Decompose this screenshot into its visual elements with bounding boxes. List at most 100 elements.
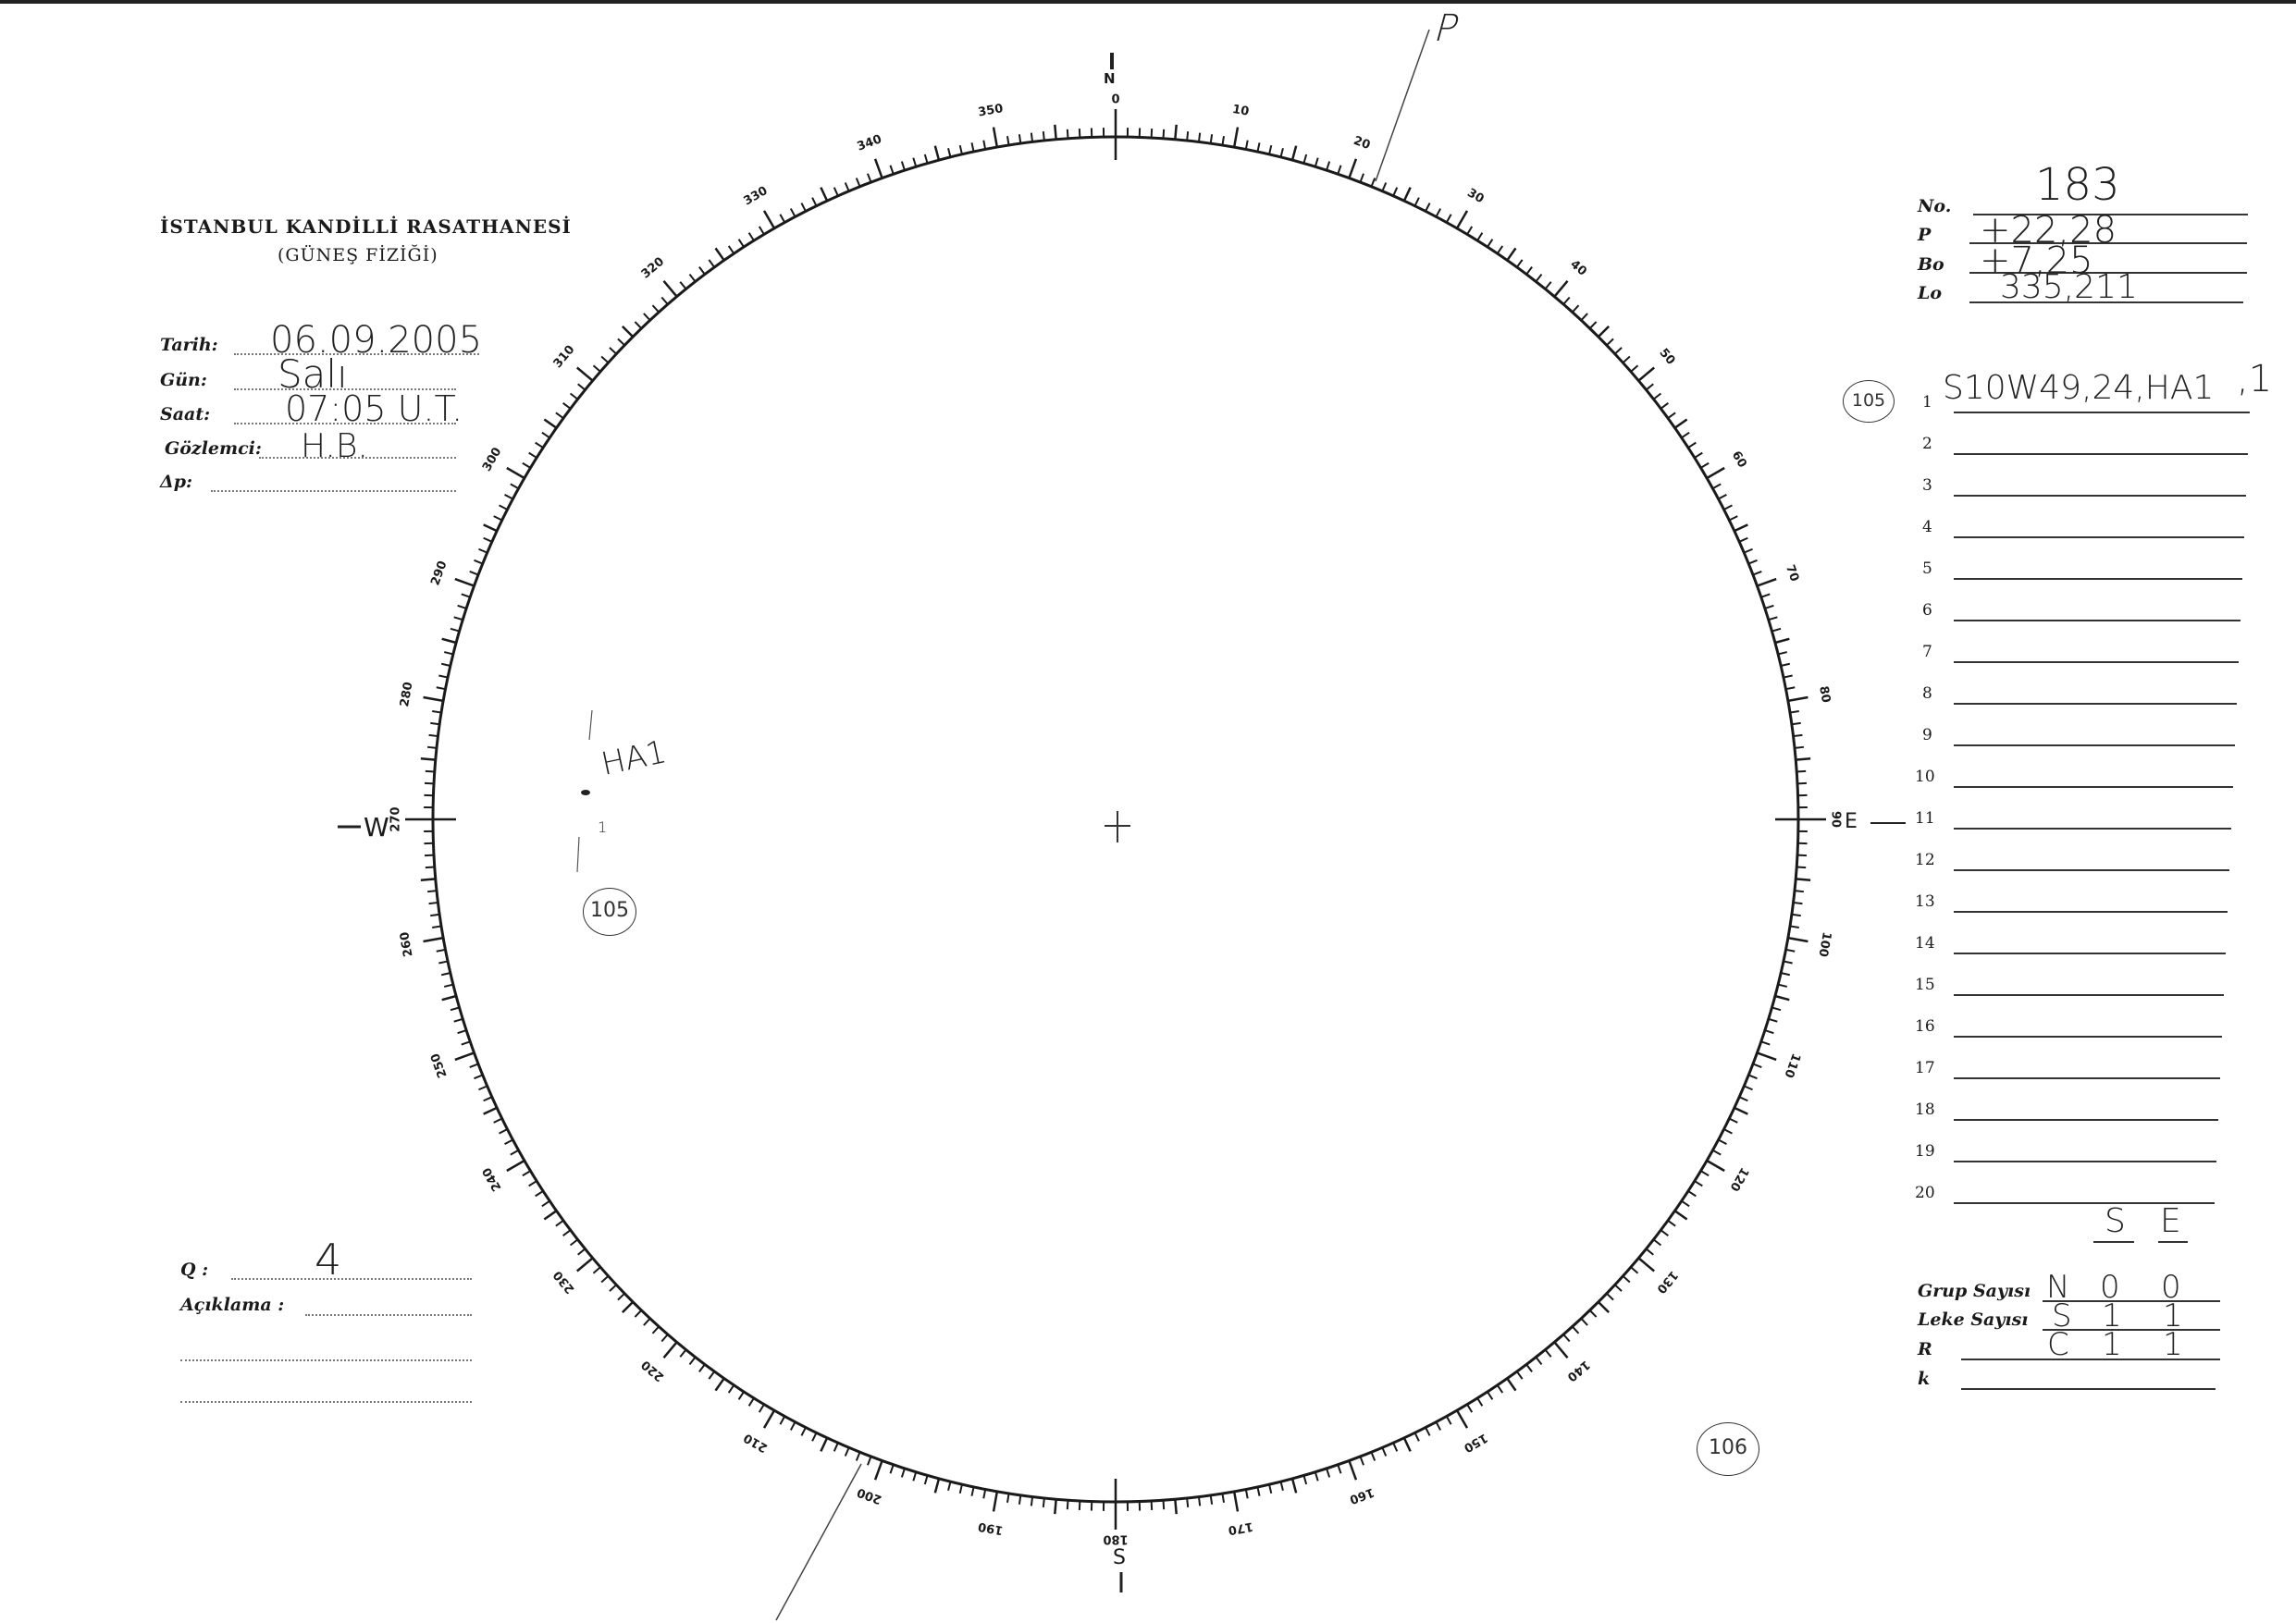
scale-tick xyxy=(1487,239,1494,248)
scale-label: 120 xyxy=(1726,1164,1751,1193)
scale-tick xyxy=(1606,1292,1614,1301)
scale-tick xyxy=(543,1210,558,1221)
scale-tick xyxy=(634,1309,643,1318)
scale-tick xyxy=(562,1229,572,1236)
scale-tick xyxy=(1734,1106,1748,1115)
scale-tick xyxy=(1413,1432,1420,1442)
p-field[interactable]: +22,28 xyxy=(1980,209,2117,252)
scale-tick xyxy=(1774,994,1790,1002)
scale-tick xyxy=(1660,402,1669,410)
no-line xyxy=(1973,214,2248,215)
scale-tick xyxy=(1487,1391,1494,1400)
count-col-header-2: E xyxy=(2160,1202,2181,1240)
spot-count-col2[interactable]: 1 xyxy=(2163,1297,2183,1334)
circled-region-105: 105 xyxy=(583,888,636,936)
row-value[interactable]: S10W49,24,HA1 xyxy=(1943,369,2215,407)
scale-tick xyxy=(1711,483,1722,490)
bo-label: Bo xyxy=(1918,254,1944,275)
scale-tick xyxy=(1186,1497,1190,1508)
row-number: 17 xyxy=(1915,1059,1935,1077)
p-label: P xyxy=(1918,225,1932,245)
scale-tick xyxy=(1402,187,1412,202)
scale-tick xyxy=(1728,1117,1738,1124)
scale-tick xyxy=(1747,559,1758,565)
row-number: 2 xyxy=(1922,435,1932,453)
scale-tick xyxy=(1606,338,1614,347)
scale-tick xyxy=(1723,504,1733,510)
r-col1[interactable]: 1 xyxy=(2102,1326,2122,1363)
lo-field[interactable]: 335,211 xyxy=(2000,268,2138,306)
scale-tick xyxy=(1221,136,1226,146)
row-number: 19 xyxy=(1915,1142,1935,1161)
scale-tick xyxy=(1337,165,1342,175)
scale-tick xyxy=(1006,1493,1010,1503)
scale-tick xyxy=(1706,1159,1725,1173)
scale-label: 30 xyxy=(1464,186,1486,206)
scale-tick xyxy=(1268,144,1273,155)
scale-tick xyxy=(1455,210,1469,229)
scale-tick xyxy=(1718,493,1727,500)
sunspot-count-mark: 1 xyxy=(598,818,608,836)
row-line xyxy=(1954,869,2229,871)
scale-tick xyxy=(820,187,829,202)
scale-tick xyxy=(1268,1483,1273,1494)
scale-tick xyxy=(660,1334,669,1343)
scale-tick xyxy=(1660,1229,1669,1236)
scale-tick xyxy=(1244,1489,1249,1499)
r-hemisphere[interactable]: C xyxy=(2047,1326,2069,1363)
scale-tick xyxy=(440,972,451,977)
observer-label: Gözlemci: xyxy=(165,438,262,459)
scale-tick xyxy=(543,418,558,429)
scale-tick xyxy=(662,280,678,298)
row-line xyxy=(1954,911,2228,913)
scale-tick xyxy=(1777,651,1788,656)
q-field[interactable]: 4 xyxy=(315,1235,342,1285)
scale-tick xyxy=(441,637,457,645)
scale-label: 270 xyxy=(389,806,403,831)
scale-label: 240 xyxy=(480,1164,505,1193)
scale-tick xyxy=(469,1063,479,1068)
scale-tick xyxy=(617,1292,625,1301)
scale-tick xyxy=(438,674,449,679)
scale-tick xyxy=(1506,1377,1517,1392)
scale-tick xyxy=(1290,1478,1298,1494)
scale-tick xyxy=(1687,441,1697,449)
scale-tick xyxy=(758,1404,765,1413)
observer-field[interactable]: H.B. xyxy=(301,427,368,465)
pole-axis-line-north xyxy=(1375,29,1430,182)
scale-tick xyxy=(1780,662,1791,667)
scale-tick xyxy=(1018,1494,1022,1505)
scale-tick xyxy=(1757,1051,1777,1062)
p-line xyxy=(1969,242,2247,244)
north-label: N xyxy=(1104,70,1116,87)
time-field[interactable]: 07:05 U.T. xyxy=(285,388,463,429)
scale-tick xyxy=(478,1085,488,1091)
scale-tick xyxy=(493,515,503,522)
scale-tick xyxy=(1588,1309,1598,1318)
scale-tick xyxy=(600,1275,610,1284)
scale-tick xyxy=(820,1437,829,1452)
group-count-line xyxy=(2043,1300,2220,1302)
no-field[interactable]: 183 xyxy=(2035,159,2120,211)
bo-field[interactable]: +7,25 xyxy=(1980,240,2093,282)
scale-tick xyxy=(855,178,861,188)
date-field[interactable]: 06.09.2005 xyxy=(270,319,483,362)
scale-tick xyxy=(679,281,687,290)
scale-label: 260 xyxy=(398,930,415,957)
group-count-col1[interactable]: 0 xyxy=(2100,1269,2120,1306)
group-count-hemisphere[interactable]: N xyxy=(2046,1269,2070,1306)
r-col2[interactable]: 1 xyxy=(2163,1326,2183,1363)
spot-count-hemisphere[interactable]: S xyxy=(2052,1297,2072,1334)
scale-tick xyxy=(506,1159,525,1173)
scale-tick xyxy=(428,901,438,905)
scale-tick xyxy=(569,392,579,400)
scale-tick xyxy=(698,1363,706,1372)
q-label: Q : xyxy=(180,1260,209,1280)
scale-tick xyxy=(688,273,697,283)
scale-tick xyxy=(1760,593,1771,598)
spot-count-col1[interactable]: 1 xyxy=(2102,1297,2122,1334)
row-line xyxy=(1954,412,2250,413)
scale-tick xyxy=(1783,674,1793,679)
group-count-col2[interactable]: 0 xyxy=(2161,1269,2181,1306)
day-field[interactable]: Salı xyxy=(278,351,348,397)
